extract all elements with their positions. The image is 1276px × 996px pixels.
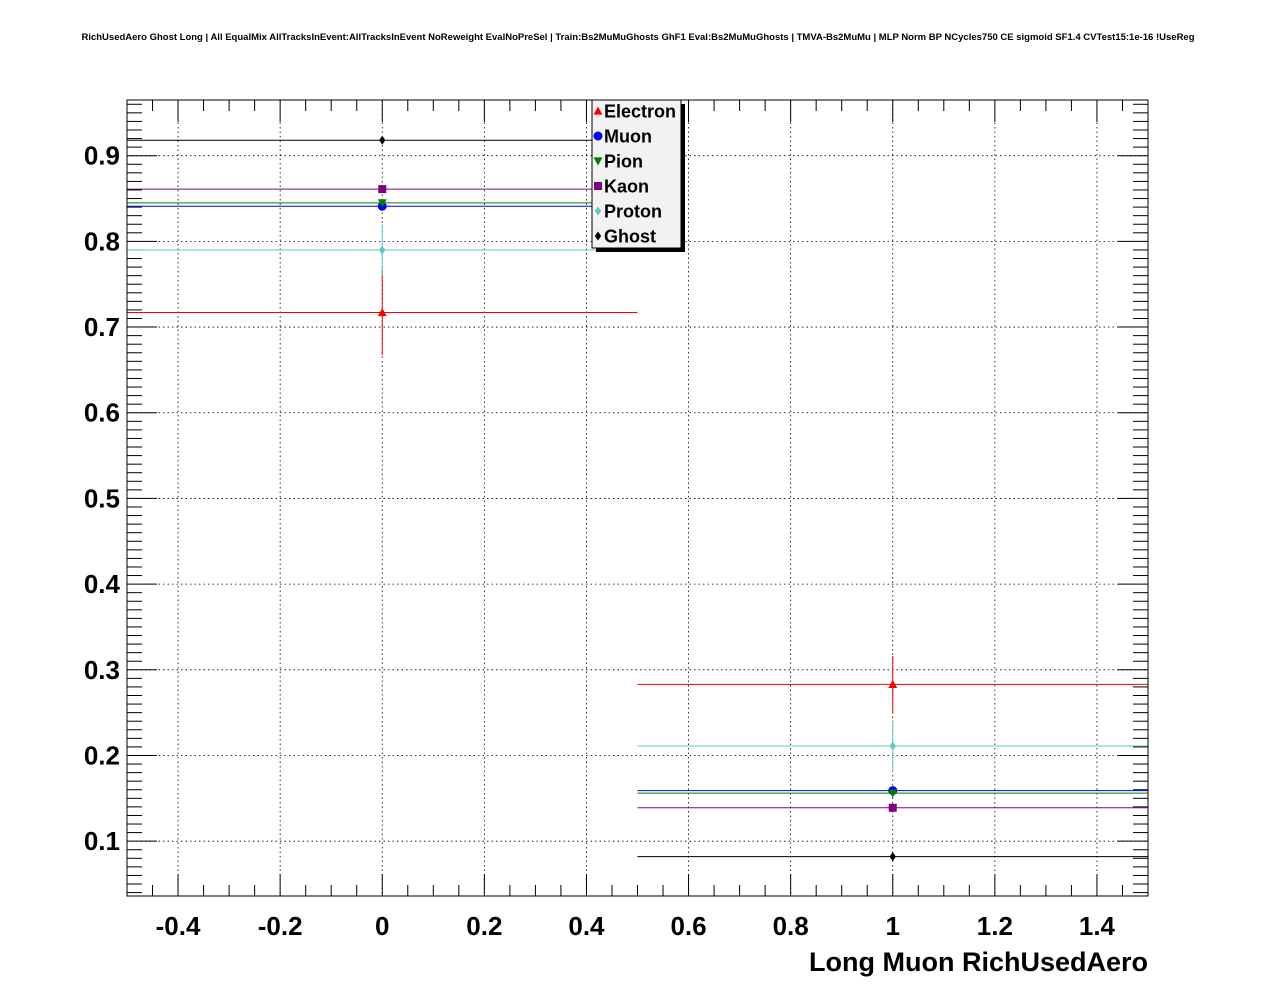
data-point	[889, 852, 896, 862]
data-point	[379, 245, 386, 255]
chart-title: RichUsedAero Ghost Long | All EqualMix A…	[81, 32, 1195, 43]
x-tick-label: 0.2	[466, 911, 502, 941]
x-axis-title: Long Muon RichUsedAero	[809, 947, 1148, 977]
legend-marker	[593, 157, 603, 166]
x-tick-label: 0.8	[773, 911, 809, 941]
data-point	[378, 185, 387, 194]
series-proton	[127, 224, 1148, 772]
legend-marker	[593, 131, 603, 141]
legend-marker	[594, 206, 602, 216]
legend-entry: Pion	[604, 152, 643, 172]
series-kaon	[127, 185, 1148, 812]
legend-entry: Ghost	[604, 227, 656, 247]
x-tick-label: 1.4	[1079, 911, 1116, 941]
legend-marker	[594, 231, 602, 241]
y-tick-label: 0.6	[84, 398, 120, 428]
y-tick-label: 0.8	[84, 226, 120, 256]
data-point	[888, 803, 897, 812]
y-tick-label: 0.3	[84, 655, 120, 685]
y-tick-label: 0.2	[84, 740, 120, 770]
legend-box	[591, 99, 682, 249]
data-point	[888, 789, 898, 798]
data-series	[127, 135, 1148, 862]
x-tick-label: -0.4	[156, 911, 201, 941]
tick-labels: -0.4 -0.2 0 0.2 0.4 0.6 0.8 1 1.2 1.4 0.1 0.2 0.3 0.4…	[84, 141, 1116, 941]
series-pion	[127, 199, 1148, 798]
data-point	[888, 679, 898, 688]
data-point	[889, 741, 896, 751]
legend-entry: Kaon	[604, 177, 649, 197]
x-tick-label: -0.2	[258, 911, 303, 941]
legend-marker	[594, 182, 602, 190]
series-ghost	[127, 135, 1148, 862]
series-electron	[127, 269, 1148, 713]
x-tick-label: 0.6	[670, 911, 706, 941]
x-tick-label: 0.4	[568, 911, 605, 941]
data-point	[377, 307, 387, 317]
y-tick-label: 0.1	[84, 826, 120, 856]
axis-ticks	[126, 100, 1149, 896]
legend-entry: Proton	[604, 202, 662, 222]
x-tick-label: 1	[886, 911, 900, 941]
y-tick-label: 0.4	[84, 569, 121, 599]
grid-lines	[127, 100, 1148, 896]
y-tick-label: 0.5	[84, 483, 120, 513]
legend-entry: Electron	[604, 102, 676, 122]
x-tick-label: 0	[375, 911, 389, 941]
data-point	[377, 199, 387, 208]
legend-entry: Muon	[604, 127, 652, 147]
y-tick-label: 0.9	[84, 141, 120, 171]
legend-marker	[593, 106, 603, 115]
x-tick-label: 1.2	[977, 911, 1013, 941]
data-point	[379, 135, 386, 145]
y-tick-label: 0.7	[84, 312, 120, 342]
legend: Electron Muon Pion Kaon Proton Ghost	[591, 99, 685, 252]
